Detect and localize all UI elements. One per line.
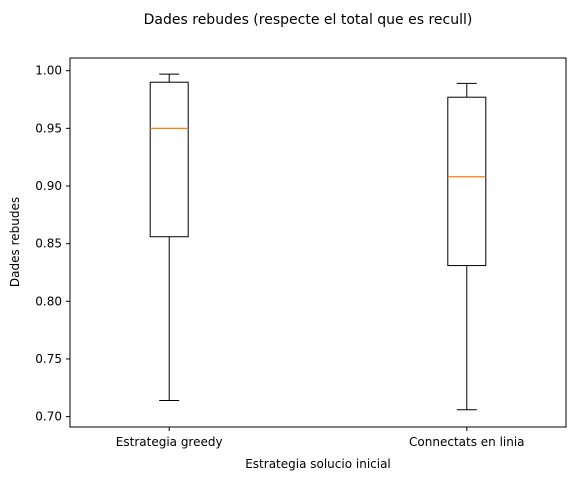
y-tick-label: 0.95 [35, 121, 62, 135]
x-axis: Estrategia greedy Connectats en linia [116, 427, 525, 449]
x-tick-label: Connectats en linia [409, 435, 525, 449]
iqr-box [149, 81, 189, 238]
y-axis: 0.70 0.75 0.80 0.85 0.90 0.95 1.00 [35, 64, 70, 424]
chart-title: Dades rebudes (respecte el total que es … [144, 12, 473, 28]
box-group [447, 82, 487, 411]
y-tick-label: 1.00 [35, 64, 62, 78]
y-tick-label: 0.80 [35, 294, 62, 308]
x-axis-label: Estrategia solucio inicial [245, 457, 391, 471]
y-tick-label: 0.75 [35, 352, 62, 366]
box-series [149, 73, 487, 411]
box-group [149, 73, 189, 401]
iqr-box [447, 96, 487, 267]
y-tick-label: 0.85 [35, 237, 62, 251]
y-tick-label: 0.70 [35, 410, 62, 424]
y-axis-label: Dades rebudes [8, 197, 22, 287]
y-tick-label: 0.90 [35, 179, 62, 193]
plot-area-frame [69, 57, 567, 428]
x-tick-label: Estrategia greedy [116, 435, 223, 449]
